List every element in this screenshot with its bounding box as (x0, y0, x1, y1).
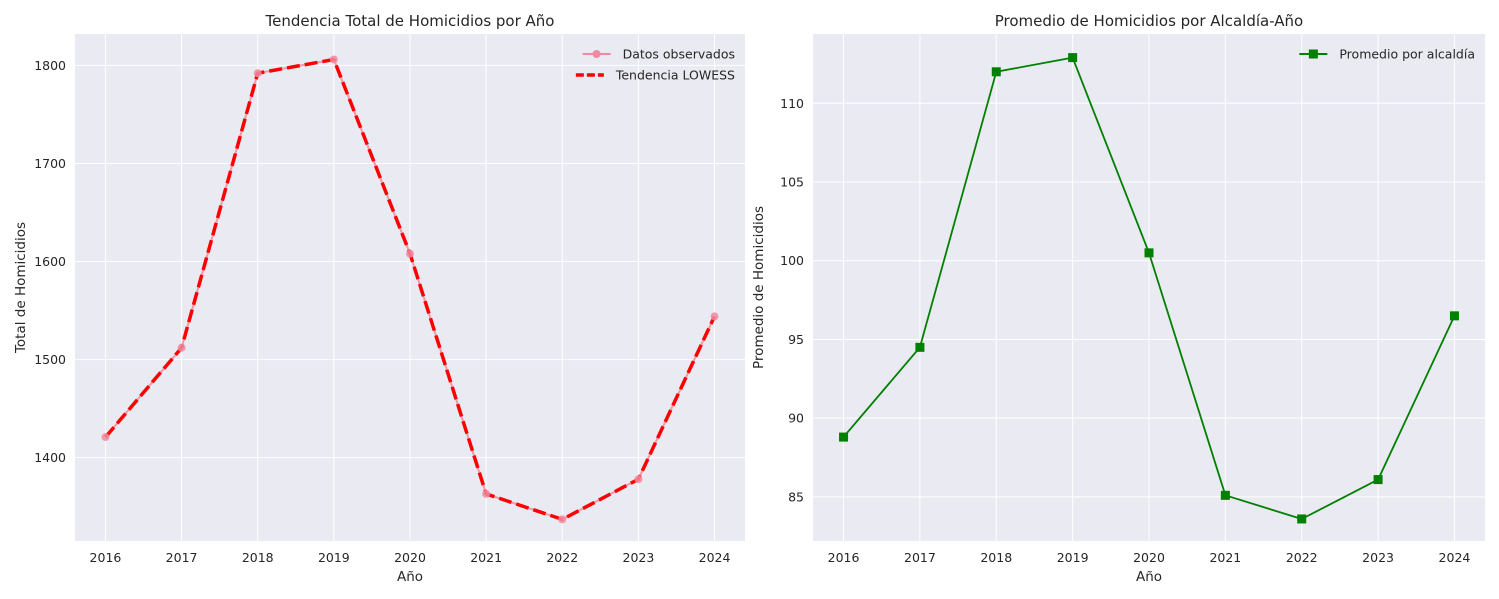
right-chart-title: Promedio de Homicidios por Alcaldía-Año (995, 12, 1303, 30)
left-x-tick-label: 2023 (623, 550, 655, 565)
left-data-point (177, 343, 186, 352)
right-data-point (1220, 490, 1230, 500)
left-legend-label: Datos observados (623, 47, 735, 62)
left-x-tick-label: 2019 (318, 550, 350, 565)
left-legend-marker (592, 50, 601, 58)
right-legend-marker (1308, 49, 1318, 59)
left-x-ticks: 2016 2017 2018 2019 2020 2021 2022 2023 2024 (90, 550, 731, 565)
right-x-tick-label: 2023 (1362, 550, 1394, 565)
left-y-axis-label: Total de Homicidios (13, 222, 29, 354)
right-chart-panel: 2016 2017 2018 2019 2020 2021 2022 2023 2024 85 9… (751, 12, 1485, 585)
left-x-axis-label: Año (397, 569, 423, 585)
left-grid (75, 34, 745, 541)
left-chart-panel: 2016 2017 2018 2019 2020 2021 2022 2023 2024 140… (13, 12, 745, 585)
left-y-tick-label: 1500 (34, 352, 66, 367)
left-data-point (482, 489, 491, 498)
right-data-point (1068, 53, 1078, 63)
right-x-tick-label: 2017 (904, 550, 936, 565)
right-legend-label: Promedio por alcaldía (1339, 47, 1475, 62)
left-x-tick-label: 2024 (699, 550, 731, 565)
right-data-point (1449, 311, 1459, 321)
left-data-point (558, 515, 567, 524)
left-data-point (634, 475, 643, 484)
left-x-tick-label: 2021 (470, 550, 502, 565)
right-x-tick-label: 2024 (1439, 550, 1471, 565)
right-y-axis-label: Promedio de Homicidios (751, 206, 767, 369)
right-data-point (991, 67, 1001, 77)
left-x-tick-label: 2018 (242, 550, 274, 565)
right-x-tick-label: 2016 (828, 550, 860, 565)
right-x-tick-label: 2019 (1057, 550, 1089, 565)
left-data-point (101, 433, 110, 442)
left-data-point (253, 69, 262, 78)
left-y-tick-label: 1400 (34, 450, 66, 465)
left-y-tick-label: 1700 (34, 156, 66, 171)
right-y-tick-label: 105 (780, 175, 804, 190)
right-x-tick-label: 2018 (980, 550, 1012, 565)
right-y-tick-label: 85 (788, 489, 804, 504)
right-x-ticks: 2016 2017 2018 2019 2020 2021 2022 2023 2024 (828, 550, 1471, 565)
left-x-tick-label: 2016 (90, 550, 122, 565)
left-y-ticks: 1400 1500 1600 1700 1800 (34, 58, 66, 465)
right-data-point (1297, 514, 1307, 524)
right-x-tick-label: 2020 (1133, 550, 1165, 565)
left-y-tick-label: 1600 (34, 254, 66, 269)
left-legend: Datos observados Tendencia LOWESS (575, 47, 735, 83)
left-data-point (406, 249, 414, 258)
left-x-tick-label: 2022 (546, 550, 578, 565)
right-data-point (915, 342, 925, 352)
left-legend-label: Tendencia LOWESS (615, 68, 735, 83)
right-legend: Promedio por alcaldía (1299, 47, 1475, 62)
right-y-tick-label: 95 (788, 332, 804, 347)
left-series-markers (101, 55, 719, 524)
right-data-point (1144, 248, 1154, 258)
right-grid (813, 34, 1485, 541)
right-y-ticks: 85 90 95 100 105 110 (780, 96, 804, 505)
right-x-tick-label: 2021 (1209, 550, 1241, 565)
left-x-tick-label: 2020 (394, 550, 426, 565)
left-y-tick-label: 1800 (34, 58, 66, 73)
left-x-tick-label: 2017 (166, 550, 198, 565)
right-y-tick-label: 110 (780, 96, 804, 111)
right-data-point (839, 432, 849, 442)
left-data-point (329, 55, 338, 64)
right-x-tick-label: 2022 (1286, 550, 1318, 565)
right-series-markers (839, 53, 1459, 524)
right-y-tick-label: 100 (780, 253, 804, 268)
right-y-tick-label: 90 (788, 411, 804, 426)
left-chart-title: Tendencia Total de Homicidios por Año (265, 12, 555, 30)
left-data-point (710, 312, 719, 321)
right-x-axis-label: Año (1136, 569, 1162, 585)
right-data-point (1373, 475, 1383, 485)
